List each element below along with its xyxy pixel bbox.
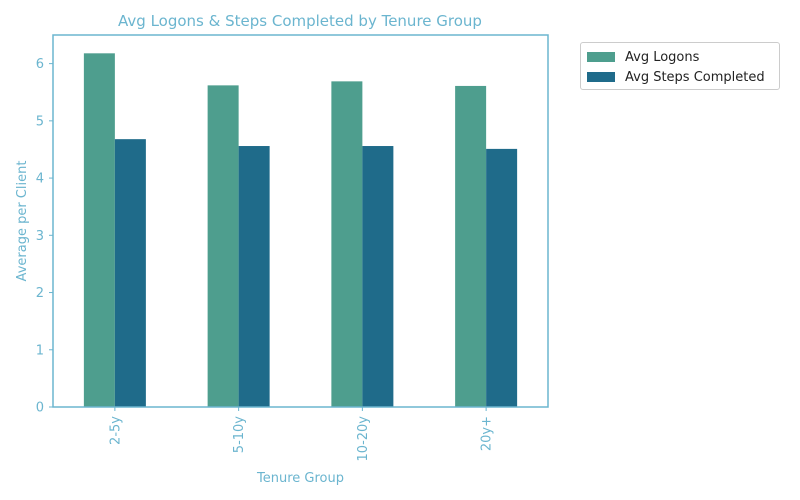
y-tick-label: 6 [36,57,44,72]
legend-label-avg-logons: Avg Logons [625,49,700,65]
y-tick-label: 1 [36,343,44,358]
chart-title: Avg Logons & Steps Completed by Tenure G… [118,12,482,30]
y-tick-label: 0 [36,401,44,416]
y-tick-label: 3 [36,229,44,244]
y-axis-ticks: 0 1 2 3 4 5 6 [36,57,53,416]
x-tick-label: 5-10y [232,416,247,454]
y-axis-label: Average per Client [15,161,30,282]
legend-swatch-avg-steps [587,72,615,82]
plot-area-frame [52,34,549,408]
y-tick-label: 5 [36,114,44,129]
x-tick-label: 10-20y [356,416,371,462]
x-axis-ticks: 2-5y 5-10y 10-20y 20y+ [108,407,495,462]
bar-avg-steps-5-10y [238,146,270,407]
bar-avg-logons-2-5y [83,53,115,408]
legend-item-avg-logons: Avg Logons [587,47,773,67]
legend-label-avg-steps: Avg Steps Completed [625,69,765,85]
legend-swatch-avg-logons [587,52,615,62]
bars-group [83,53,518,408]
y-tick-label: 4 [36,172,44,187]
x-tick-label: 2-5y [108,416,123,445]
y-tick-label: 2 [36,286,44,301]
chart-legend: Avg Logons Avg Steps Completed [580,42,780,90]
bar-avg-logons-20y+ [455,85,487,407]
x-tick-label: 20y+ [480,416,495,451]
bar-avg-logons-5-10y [207,85,239,408]
bar-avg-steps-20y+ [486,148,518,408]
legend-item-avg-steps: Avg Steps Completed [587,67,773,87]
bar-avg-logons-10-20y [331,81,363,407]
bar-avg-steps-2-5y [114,139,146,407]
bar-avg-steps-10-20y [362,146,394,407]
x-axis-label: Tenure Group [256,471,344,486]
